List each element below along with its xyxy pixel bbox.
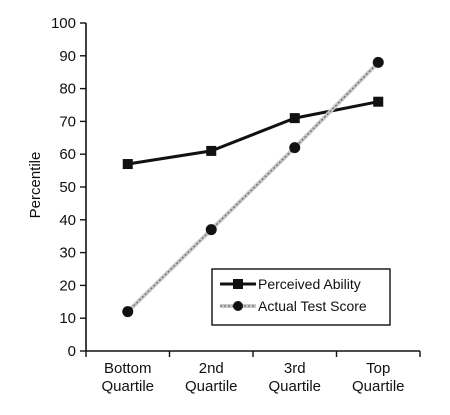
- x-tick-label: Quartile: [185, 378, 238, 395]
- perceived-ability-point: [122, 159, 133, 170]
- x-tick-label: Quartile: [352, 378, 405, 395]
- perceived-ability-line: [127, 100, 379, 166]
- perceived-ability-point: [373, 96, 384, 107]
- x-tick-label: Quartile: [101, 378, 154, 395]
- y-tick-label: 40: [59, 212, 76, 229]
- actual-test-score-line-pattern: [127, 61, 379, 313]
- x-tick-label: Quartile: [268, 378, 321, 395]
- y-tick-label: 80: [59, 81, 76, 98]
- y-tick-label: 10: [59, 310, 76, 327]
- perceived-ability-point: [206, 145, 217, 156]
- actual-test-score-point: [205, 224, 217, 236]
- y-axis-label: Percentile: [27, 152, 44, 219]
- actual-test-score-point: [372, 56, 384, 68]
- y-tick-label: 90: [59, 48, 76, 65]
- x-tick-label: Top: [366, 360, 390, 377]
- legend-label-perceived-ability: Perceived Ability: [258, 276, 361, 292]
- x-tick-label: 2nd: [199, 360, 224, 377]
- legend-swatch-marker: [233, 279, 243, 289]
- y-tick-label: 0: [68, 343, 76, 360]
- y-tick-label: 100: [51, 15, 76, 32]
- legend-swatch-marker: [233, 301, 243, 311]
- y-tick-label: 50: [59, 179, 76, 196]
- legend-label-actual-test-score: Actual Test Score: [258, 298, 367, 314]
- actual-test-score-point: [122, 306, 134, 318]
- y-tick-label: 60: [59, 146, 76, 163]
- x-tick-label: Bottom: [104, 360, 152, 377]
- perceived-ability-point: [289, 113, 300, 124]
- y-tick-label: 70: [59, 113, 76, 130]
- x-tick-label: 3rd: [284, 360, 306, 377]
- legend-box: [211, 268, 391, 326]
- actual-test-score-point: [289, 142, 301, 154]
- y-tick-label: 20: [59, 277, 76, 294]
- y-tick-label: 30: [59, 245, 76, 262]
